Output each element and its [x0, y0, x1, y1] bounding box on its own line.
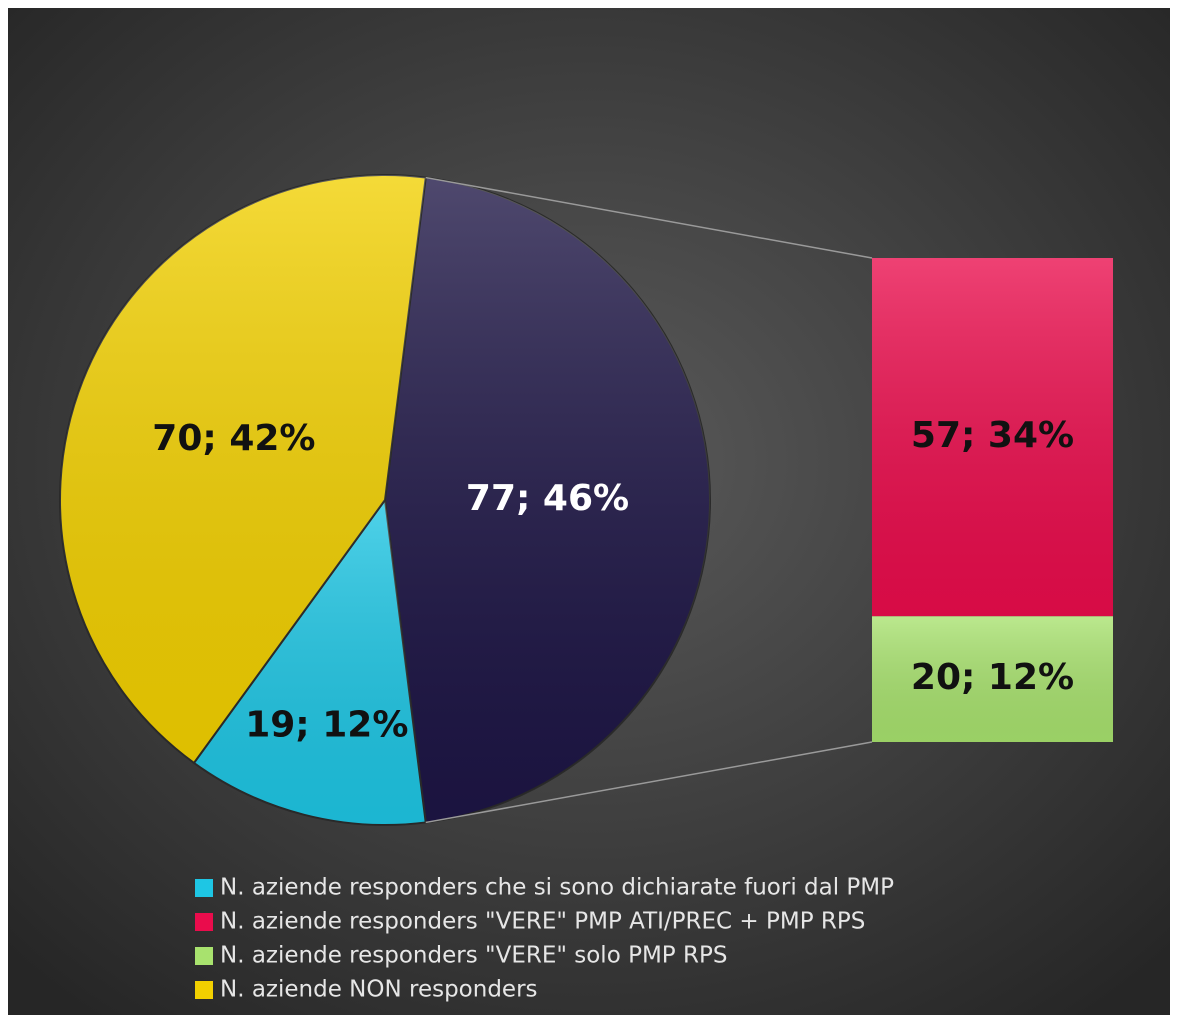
- pie-shade: [385, 177, 710, 823]
- legend-label: N. aziende responders "VERE" PMP ATI/PRE…: [220, 909, 865, 935]
- legend-swatch: [195, 981, 213, 999]
- connector: [425, 741, 873, 824]
- pie-shade: [193, 500, 426, 825]
- legend-label: N. aziende responders "VERE" solo PMP RP…: [220, 943, 727, 969]
- connector: [425, 176, 873, 259]
- bar-shade: [872, 616, 1113, 742]
- legend-swatch: [195, 913, 213, 931]
- legend-swatch: [195, 879, 213, 897]
- legend-swatch: [195, 947, 213, 965]
- pie-shade: [59, 175, 426, 763]
- legend-label: N. aziende NON responders: [220, 977, 538, 1003]
- data-label: 20; 12%: [911, 657, 1074, 698]
- data-label: 70; 42%: [152, 418, 315, 459]
- data-label: 57; 34%: [911, 415, 1074, 456]
- data-label: 19; 12%: [245, 705, 408, 746]
- bar-shade: [872, 258, 1113, 617]
- legend-label: N. aziende responders che si sono dichia…: [220, 875, 894, 901]
- data-label: 77; 46%: [466, 478, 629, 519]
